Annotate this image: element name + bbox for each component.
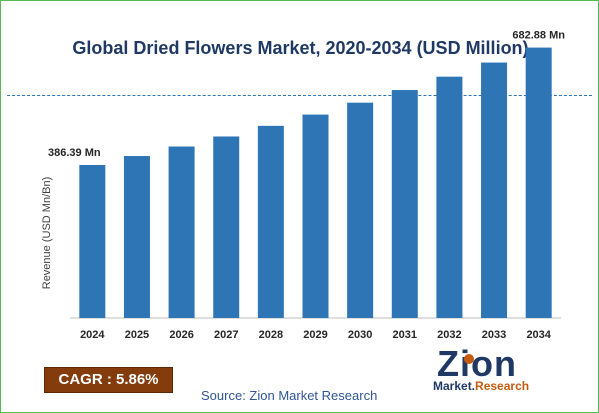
bar-2030 — [347, 102, 374, 318]
chart-title: Global Dried Flowers Market, 2020-2034 (… — [72, 38, 529, 58]
logo-sub-research: Research — [475, 379, 530, 393]
title-divider — [7, 95, 592, 96]
x-tick-2028: 2028 — [259, 329, 283, 341]
x-tick-2024: 2024 — [80, 329, 105, 341]
x-tick-2034: 2034 — [526, 329, 551, 341]
data-label-2034: 682.88 Mn — [512, 30, 565, 42]
x-tick-2030: 2030 — [348, 329, 372, 341]
bar-2033 — [481, 62, 508, 319]
x-tick-2025: 2025 — [125, 329, 149, 341]
bar-2027 — [213, 136, 240, 318]
bar-2032 — [436, 76, 463, 318]
cagr-badge: CAGR : 5.86% — [44, 367, 173, 393]
zion-logo: Zion Market.Research — [431, 343, 561, 399]
bar-2025 — [123, 156, 150, 318]
bar-2034 — [525, 47, 552, 318]
bar-2024 — [79, 164, 106, 318]
bar-2031 — [391, 90, 418, 318]
logo-sub-market: Market. — [433, 379, 476, 393]
x-tick-2031: 2031 — [393, 329, 417, 341]
x-tick-2026: 2026 — [169, 329, 193, 341]
x-tick-2029: 2029 — [303, 329, 327, 341]
source-text: Source: Zion Market Research — [201, 388, 378, 403]
bar-2026 — [168, 146, 195, 318]
logo-subtitle: Market.Research — [433, 379, 529, 393]
logo-dot — [464, 354, 474, 364]
x-tick-2027: 2027 — [214, 329, 238, 341]
y-axis-label: Revenue (USD Mn/Bn) — [41, 177, 53, 290]
bar-2028 — [257, 125, 284, 318]
data-label-2024: 386.39 Mn — [48, 147, 101, 159]
bar-2029 — [302, 114, 329, 318]
x-tick-2033: 2033 — [482, 329, 506, 341]
logo-wordmark: Zion — [437, 343, 517, 384]
x-tick-2032: 2032 — [437, 329, 461, 341]
